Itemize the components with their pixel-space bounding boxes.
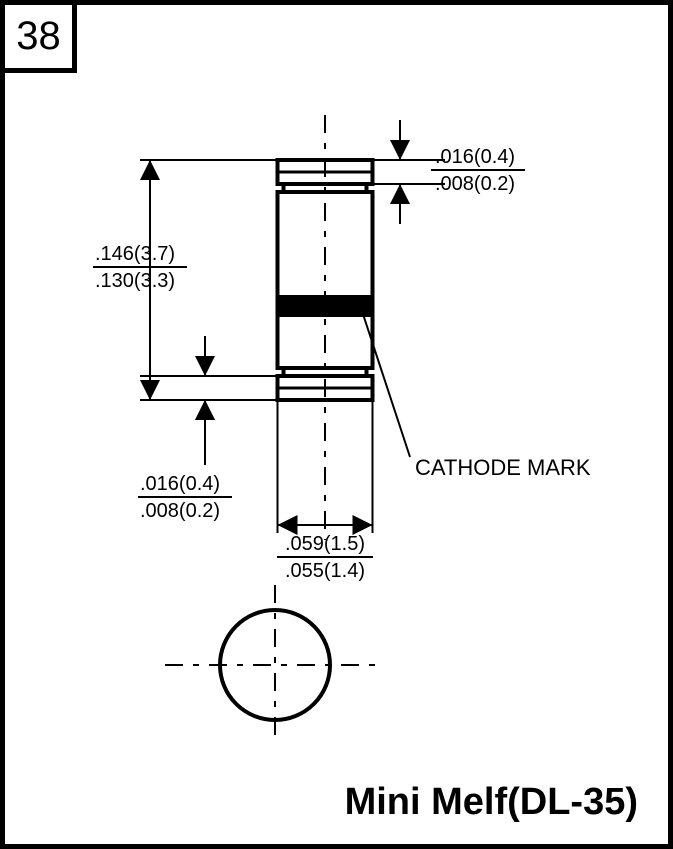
svg-text:.055(1.4): .055(1.4) [285, 560, 365, 582]
svg-text:.130(3.3): .130(3.3) [95, 270, 175, 292]
page-frame: 38 .146(3.7).130(3.3).016(0.4).008(0.2).… [0, 0, 673, 849]
svg-text:CATHODE MARK: CATHODE MARK [415, 455, 591, 480]
technical-drawing: .146(3.7) .130(3.3) .016(0.4) .008(0.2) .016… [5, 5, 668, 785]
svg-text:.016(0.4): .016(0.4) [435, 146, 515, 168]
svg-text:.008(0.2): .008(0.2) [435, 173, 515, 195]
svg-text:.146(3.7): .146(3.7) [95, 243, 175, 265]
svg-text:.016(0.4): .016(0.4) [140, 473, 220, 495]
drawing-layer: .146(3.7) .130(3.3) .016(0.4) .008(0.2) .016… [93, 115, 591, 745]
svg-text:.059(1.5): .059(1.5) [285, 533, 365, 555]
package-title: Mini Melf(DL-35) [345, 781, 638, 824]
svg-text:.008(0.2): .008(0.2) [140, 500, 220, 522]
